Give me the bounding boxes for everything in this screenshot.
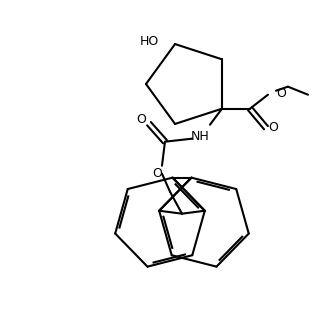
Text: O: O	[276, 87, 286, 100]
Text: HO: HO	[140, 35, 159, 48]
Text: O: O	[152, 167, 162, 180]
Text: O: O	[268, 121, 278, 134]
Text: NH: NH	[191, 130, 209, 143]
Text: O: O	[136, 113, 146, 126]
